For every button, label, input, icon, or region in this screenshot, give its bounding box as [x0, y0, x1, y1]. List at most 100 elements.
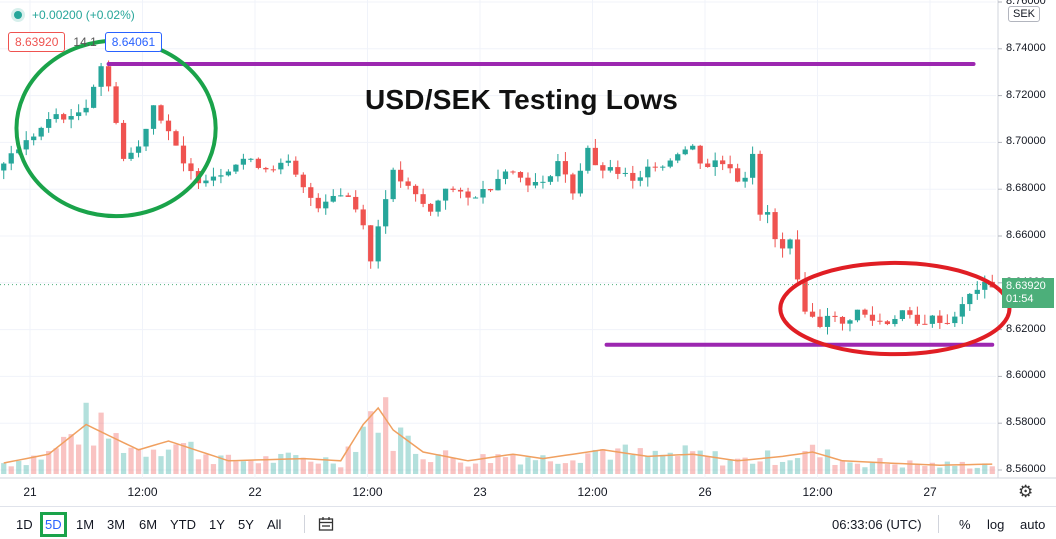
volume-bar — [959, 461, 965, 474]
volume-bar — [922, 466, 928, 474]
log-scale-toggle[interactable]: log — [987, 517, 1005, 532]
volume-bar — [248, 460, 254, 474]
x-tick-label: 12:00 — [577, 485, 608, 499]
volume-bar — [742, 457, 748, 474]
range-5d-button[interactable]: 5D — [40, 512, 67, 537]
candle-body — [832, 315, 838, 317]
candle-body — [8, 153, 14, 164]
volume-bar — [420, 459, 426, 474]
range-all-button[interactable]: All — [267, 517, 282, 532]
date-range-icon[interactable] — [318, 516, 334, 536]
candle-body — [495, 178, 501, 191]
change-row: +0.00200 (+0.02%) — [14, 8, 135, 22]
candle-body — [76, 112, 82, 117]
volume-bar — [682, 445, 688, 474]
bar-countdown: 01:54 — [1006, 293, 1034, 305]
candle-body — [540, 181, 546, 183]
candle-body — [442, 188, 449, 201]
candle-body — [592, 147, 598, 166]
candle-body — [383, 199, 389, 227]
candle-body — [757, 153, 763, 215]
volume-bar — [487, 463, 494, 474]
candle-body — [46, 119, 52, 128]
candle-body — [675, 154, 681, 161]
candle-body — [764, 212, 771, 215]
gear-icon[interactable]: ⚙ — [1018, 482, 1034, 501]
candle-body — [824, 315, 831, 327]
volume-bar — [862, 467, 868, 474]
highlight-ellipse — [14, 38, 218, 219]
range-1y-button[interactable]: 1Y — [209, 517, 225, 532]
volume-bar — [480, 454, 486, 474]
range-1d-button[interactable]: 1D — [16, 517, 33, 532]
y-tick-label: 8.66000 — [1006, 229, 1046, 241]
volume-bar — [457, 462, 464, 474]
range-5y-button[interactable]: 5Y — [238, 517, 254, 532]
sell-price-button[interactable]: 8.63920 — [8, 32, 66, 52]
candle-body — [405, 181, 411, 186]
candle-body — [457, 189, 464, 192]
volume-bar — [607, 459, 613, 474]
candle-body — [368, 225, 374, 262]
candle-body — [293, 160, 299, 175]
candle-body — [68, 116, 74, 120]
auto-scale-toggle[interactable]: auto — [1020, 517, 1046, 532]
candle-body — [225, 171, 232, 176]
volume-bar — [375, 432, 381, 474]
volume-bar — [135, 448, 142, 474]
candle-body — [330, 195, 336, 202]
volume-bar — [315, 463, 321, 474]
volume-bar — [61, 436, 67, 474]
volume-bar — [675, 456, 681, 474]
candle-body — [105, 66, 112, 87]
volume-bar — [203, 454, 209, 474]
volume-bar — [952, 465, 958, 474]
candle-body — [150, 105, 157, 129]
y-tick-label: 8.76000 — [1006, 0, 1046, 7]
range-3m-button[interactable]: 3M — [107, 517, 126, 532]
range-6m-button[interactable]: 6M — [139, 517, 158, 532]
candle-body — [555, 161, 561, 177]
candle-body — [967, 293, 973, 305]
y-tick-label: 8.62000 — [1006, 322, 1046, 335]
range-ytd-button[interactable]: YTD — [170, 517, 196, 532]
candle-body — [974, 289, 980, 294]
volume-bar — [278, 453, 284, 474]
candle-body — [120, 122, 127, 159]
volume-bar — [413, 453, 419, 474]
candle-body — [210, 176, 217, 181]
volume-bar — [532, 460, 539, 474]
x-tick-label: 12:00 — [802, 485, 833, 499]
candle-body — [427, 203, 434, 212]
volume-bar — [180, 443, 187, 474]
candle-body — [697, 145, 703, 164]
volume-bar — [188, 441, 194, 474]
percent-scale-toggle[interactable]: % — [959, 517, 971, 532]
candle-body — [577, 170, 583, 194]
candle-body — [959, 304, 965, 317]
candle-body — [188, 163, 194, 172]
buy-price-button[interactable]: 8.64061 — [104, 32, 163, 52]
candle-body — [660, 166, 666, 168]
candle-body — [839, 316, 846, 324]
volume-bar — [832, 464, 838, 474]
y-tick-label: 8.60000 — [1006, 369, 1046, 382]
volume-bar — [570, 460, 576, 474]
volume-bar — [600, 449, 606, 474]
volume-bar — [23, 465, 29, 474]
currency-selector[interactable]: SEK — [1008, 6, 1041, 22]
range-1m-button[interactable]: 1M — [76, 517, 95, 532]
x-tick-label: 12:00 — [127, 485, 158, 499]
utc-clock[interactable]: 06:33:06 (UTC) — [832, 517, 922, 532]
volume-bar — [630, 455, 636, 474]
volume-bar — [308, 461, 314, 474]
volume-bar — [510, 454, 516, 474]
volume-bar — [158, 456, 164, 474]
candle-body — [607, 167, 613, 171]
volume-bar — [38, 459, 44, 474]
volume-bar — [53, 448, 59, 474]
candle-body — [929, 315, 935, 324]
last-price-tag: 8.63920 01:54 — [1002, 278, 1054, 308]
candle-body — [300, 174, 306, 188]
